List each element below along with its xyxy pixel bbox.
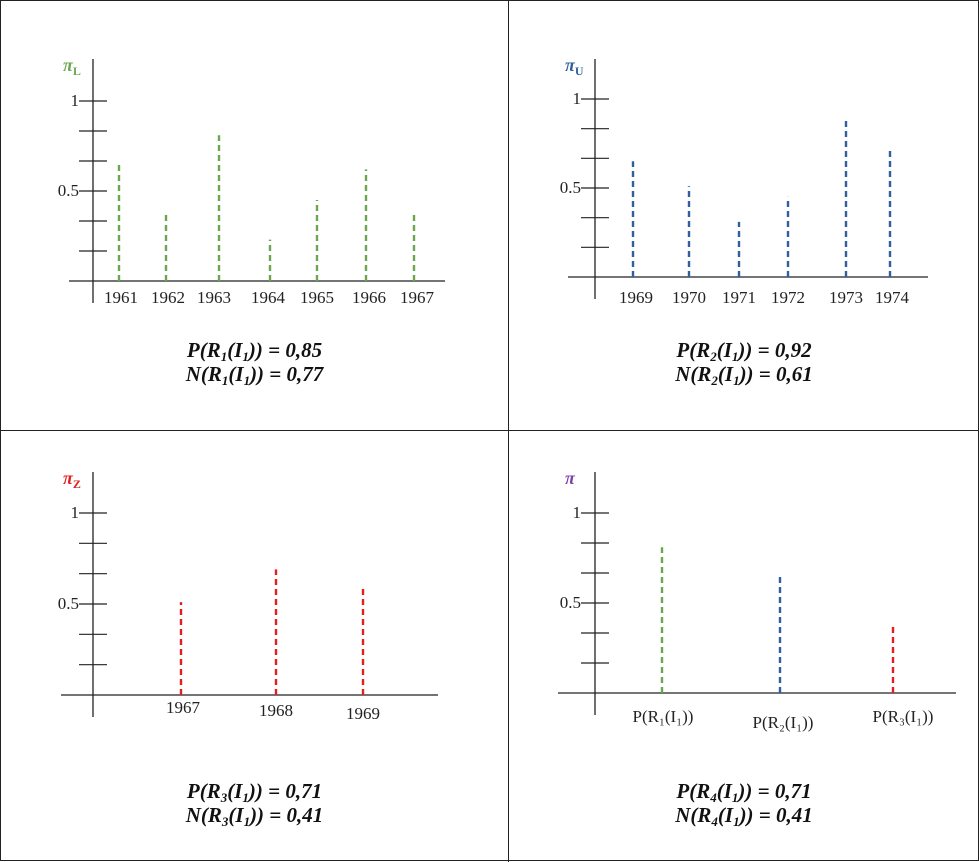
x-category-label: 1970 [672,288,706,307]
x-category-label: 1971 [722,288,756,307]
chart-1-formula-p: P(R1(I1)) = 0,85 [186,338,323,364]
x-category-label: 1961 [104,288,138,307]
y-tick-label: 0.5 [58,181,79,200]
y-tick-label: 1 [71,91,80,110]
y-tick-label: 0.5 [560,593,581,612]
chart-3-formulas: P(R3(I1)) = 0,71 N(R3(I1)) = 0,41 [1,779,508,829]
chart-3-svg: 1 0.5 πZ 1967 1968 1969 [58,468,438,723]
y-tick-label: 1 [573,89,582,108]
chart-1-formulas: P(R1(I1)) = 0,85 N(R1(I1)) = 0,77 [1,338,508,388]
x-category-label: 1966 [352,288,386,307]
chart-3-formula-p: P(R3(I1)) = 0,71 [186,779,323,805]
y-axis-label: πL [63,55,81,78]
x-category-label: 1967 [166,698,201,717]
x-category-label: 1974 [875,288,910,307]
x-category-label: 1969 [346,704,380,723]
chart-4-svg: 1 0.5 π P(R₁(I₁)) P(R₂(I₁)) P(R₃(I₁)) [558,468,956,732]
horizontal-divider [1,430,979,431]
chart-1-formula-n: N(R1(I1)) = 0,77 [185,362,324,388]
x-category-label: 1972 [771,288,805,307]
chart-4-formulas: P(R4(I1)) = 0,71 N(R4(I1)) = 0,41 [508,779,979,829]
x-category-label: 1973 [829,288,863,307]
y-axis-label: πU [565,55,584,78]
chart-4-formula-p: P(R4(I1)) = 0,71 [676,779,812,805]
x-category-label: 1968 [259,701,293,720]
chart-4-formula-n: N(R4(I1)) = 0,41 [675,803,813,829]
x-category-label: 1963 [197,288,231,307]
chart-2-svg: 1 0.5 πU 1969 1970 1971 1972 1973 1974 [560,55,928,307]
vertical-divider [508,1,509,862]
chart-panel-4: 1 0.5 π P(R₁(I₁)) P(R₂(I₁)) P(R₃(I₁)) P(R4(I1… [508,430,979,862]
chart-panel-1: 1 0.5 πL 1961 1962 1963 1964 1965 1966 1967 P(R1(… [1,1,508,430]
y-axis-label: πZ [63,468,81,491]
y-axis-label: π [565,468,576,488]
x-category-label: 1964 [251,288,286,307]
chart-panel-2: 1 0.5 πU 1969 1970 1971 1972 1973 1974 P(R2(I1))… [508,1,979,430]
x-category-label: 1967 [400,288,435,307]
x-category-label: 1969 [619,288,653,307]
x-category-label: P(R₃(I₁)) [873,707,934,726]
chart-panel-3: 1 0.5 πZ 1967 1968 1969 P(R3(I1)) = 0,71 N(R3… [1,430,508,862]
x-category-label: 1962 [151,288,185,307]
x-category-label: P(R₁(I₁)) [633,707,694,726]
chart-3-formula-n: N(R3(I1)) = 0,41 [185,803,324,829]
chart-2-formulas: P(R2(I1)) = 0,92 N(R2(I1)) = 0,61 [508,338,979,388]
y-tick-label: 0.5 [58,594,79,613]
x-category-label: P(R₂(I₁)) [753,713,814,732]
chart-1-svg: 1 0.5 πL 1961 1962 1963 1964 1965 1966 1967 [58,55,445,307]
x-category-label: 1965 [300,288,334,307]
y-tick-label: 1 [573,503,582,522]
chart-2-formula-p: P(R2(I1)) = 0,92 [676,338,812,364]
y-tick-label: 1 [71,503,80,522]
chart-2-formula-n: N(R2(I1)) = 0,61 [675,362,813,388]
y-tick-label: 0.5 [560,178,581,197]
